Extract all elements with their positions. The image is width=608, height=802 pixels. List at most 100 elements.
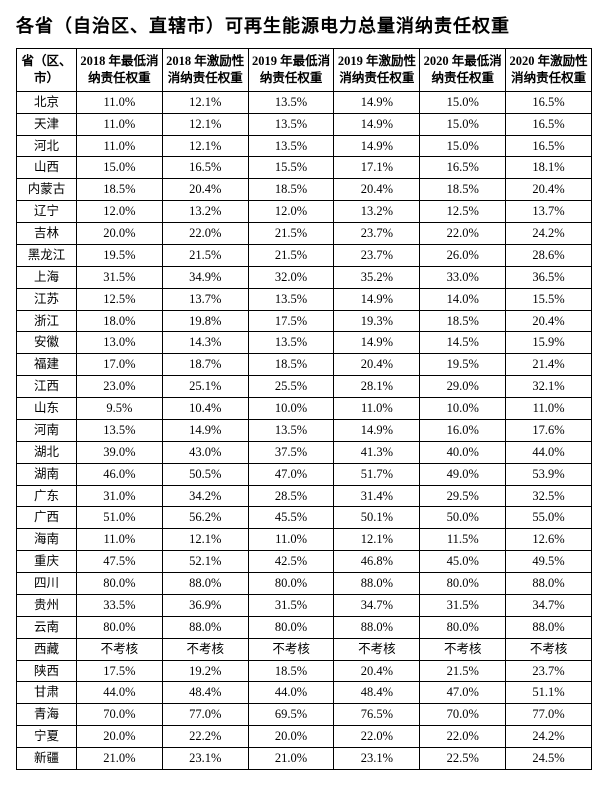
province-cell: 福建: [17, 354, 77, 376]
table-row: 内蒙古18.5%20.4%18.5%20.4%18.5%20.4%: [17, 179, 592, 201]
value-cell: 40.0%: [420, 441, 506, 463]
table-row: 西藏不考核不考核不考核不考核不考核不考核: [17, 638, 592, 660]
value-cell: 12.5%: [420, 201, 506, 223]
value-cell: 29.5%: [420, 485, 506, 507]
table-body: 北京11.0%12.1%13.5%14.9%15.0%16.5%天津11.0%1…: [17, 91, 592, 769]
value-cell: 9.5%: [77, 398, 163, 420]
value-cell: 77.0%: [506, 704, 592, 726]
value-cell: 15.0%: [420, 91, 506, 113]
value-cell: 20.0%: [77, 223, 163, 245]
value-cell: 53.9%: [506, 463, 592, 485]
value-cell: 11.0%: [506, 398, 592, 420]
value-cell: 18.5%: [248, 354, 334, 376]
value-cell: 45.0%: [420, 551, 506, 573]
value-cell: 不考核: [248, 638, 334, 660]
province-cell: 贵州: [17, 594, 77, 616]
value-cell: 11.0%: [77, 91, 163, 113]
value-cell: 20.4%: [334, 179, 420, 201]
value-cell: 80.0%: [420, 616, 506, 638]
value-cell: 32.5%: [506, 485, 592, 507]
value-cell: 13.7%: [162, 288, 248, 310]
value-cell: 37.5%: [248, 441, 334, 463]
value-cell: 15.0%: [420, 113, 506, 135]
value-cell: 不考核: [334, 638, 420, 660]
province-cell: 陕西: [17, 660, 77, 682]
value-cell: 19.5%: [77, 244, 163, 266]
province-cell: 青海: [17, 704, 77, 726]
province-cell: 内蒙古: [17, 179, 77, 201]
value-cell: 51.1%: [506, 682, 592, 704]
value-cell: 34.7%: [334, 594, 420, 616]
value-cell: 17.1%: [334, 157, 420, 179]
value-cell: 21.5%: [248, 244, 334, 266]
value-cell: 52.1%: [162, 551, 248, 573]
value-cell: 88.0%: [506, 616, 592, 638]
value-cell: 10.0%: [420, 398, 506, 420]
value-cell: 22.5%: [420, 748, 506, 770]
value-cell: 26.0%: [420, 244, 506, 266]
col-header-2020-inc: 2020 年激励性消纳责任权重: [506, 49, 592, 92]
table-row: 江苏12.5%13.7%13.5%14.9%14.0%15.5%: [17, 288, 592, 310]
value-cell: 22.0%: [420, 726, 506, 748]
value-cell: 13.2%: [334, 201, 420, 223]
value-cell: 13.5%: [248, 419, 334, 441]
value-cell: 21.4%: [506, 354, 592, 376]
province-cell: 河南: [17, 419, 77, 441]
value-cell: 33.0%: [420, 266, 506, 288]
value-cell: 31.5%: [77, 266, 163, 288]
value-cell: 80.0%: [248, 616, 334, 638]
value-cell: 16.0%: [420, 419, 506, 441]
value-cell: 18.5%: [77, 179, 163, 201]
value-cell: 21.0%: [77, 748, 163, 770]
value-cell: 13.2%: [162, 201, 248, 223]
province-cell: 广东: [17, 485, 77, 507]
value-cell: 36.9%: [162, 594, 248, 616]
value-cell: 69.5%: [248, 704, 334, 726]
value-cell: 18.7%: [162, 354, 248, 376]
value-cell: 14.5%: [420, 332, 506, 354]
value-cell: 20.0%: [248, 726, 334, 748]
table-row: 宁夏20.0%22.2%20.0%22.0%22.0%24.2%: [17, 726, 592, 748]
value-cell: 34.9%: [162, 266, 248, 288]
value-cell: 12.1%: [162, 529, 248, 551]
table-row: 陕西17.5%19.2%18.5%20.4%21.5%23.7%: [17, 660, 592, 682]
value-cell: 49.0%: [420, 463, 506, 485]
province-cell: 吉林: [17, 223, 77, 245]
province-cell: 西藏: [17, 638, 77, 660]
value-cell: 28.5%: [248, 485, 334, 507]
value-cell: 41.3%: [334, 441, 420, 463]
value-cell: 14.9%: [334, 288, 420, 310]
value-cell: 12.6%: [506, 529, 592, 551]
province-cell: 天津: [17, 113, 77, 135]
value-cell: 70.0%: [420, 704, 506, 726]
province-cell: 北京: [17, 91, 77, 113]
province-cell: 安徽: [17, 332, 77, 354]
table-row: 青海70.0%77.0%69.5%76.5%70.0%77.0%: [17, 704, 592, 726]
value-cell: 19.2%: [162, 660, 248, 682]
value-cell: 11.0%: [77, 135, 163, 157]
value-cell: 22.0%: [334, 726, 420, 748]
province-cell: 山西: [17, 157, 77, 179]
table-row: 湖北39.0%43.0%37.5%41.3%40.0%44.0%: [17, 441, 592, 463]
data-table: 省（区、市） 2018 年最低消纳责任权重 2018 年激励性消纳责任权重 20…: [16, 48, 592, 770]
value-cell: 22.0%: [162, 223, 248, 245]
value-cell: 25.1%: [162, 376, 248, 398]
value-cell: 88.0%: [162, 573, 248, 595]
province-cell: 江苏: [17, 288, 77, 310]
value-cell: 80.0%: [248, 573, 334, 595]
col-header-province: 省（区、市）: [17, 49, 77, 92]
value-cell: 21.5%: [248, 223, 334, 245]
value-cell: 20.4%: [506, 310, 592, 332]
province-cell: 宁夏: [17, 726, 77, 748]
value-cell: 31.5%: [420, 594, 506, 616]
province-cell: 新疆: [17, 748, 77, 770]
province-cell: 黑龙江: [17, 244, 77, 266]
value-cell: 80.0%: [77, 616, 163, 638]
value-cell: 19.3%: [334, 310, 420, 332]
value-cell: 31.5%: [248, 594, 334, 616]
value-cell: 不考核: [162, 638, 248, 660]
value-cell: 17.0%: [77, 354, 163, 376]
value-cell: 15.5%: [506, 288, 592, 310]
value-cell: 18.5%: [420, 310, 506, 332]
value-cell: 23.1%: [334, 748, 420, 770]
